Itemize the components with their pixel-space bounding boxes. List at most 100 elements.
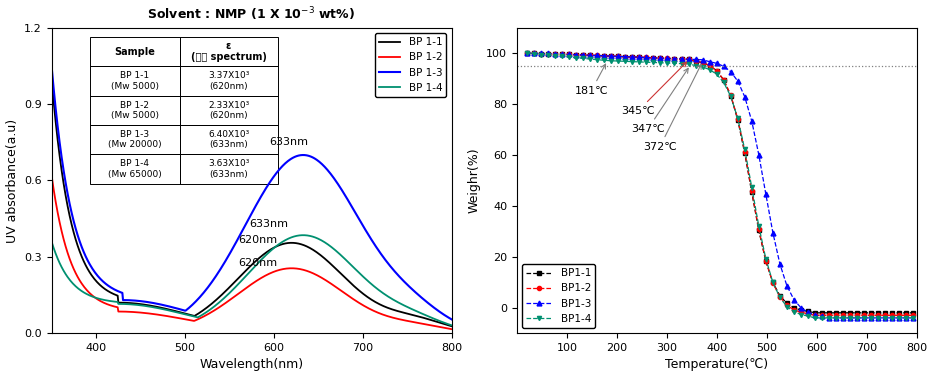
Bar [90,96,179,125]
BP 1-3 [282,159,293,164]
Text: 620nm: 620nm [238,235,277,245]
BP 1-2 [313,274,325,278]
BP 1-4 [348,265,359,270]
BP 1-1 [46,77,57,81]
Bar [90,66,179,96]
BP1-2 [661,56,673,61]
Line: BP 1-3: BP 1-3 [51,66,452,319]
BP1-1 [760,259,772,264]
BP 1-4 [117,302,128,306]
BP 1-4 [446,323,457,328]
Line: BP1-1: BP1-1 [525,51,915,315]
BP1-3 [522,51,533,55]
BP 1-1 [117,300,128,305]
Line: BP 1-2: BP 1-2 [51,175,452,329]
Bar [90,37,179,66]
Bar [179,154,277,184]
Text: BP 1-4
(Mw 65000): BP 1-4 (Mw 65000) [107,159,161,179]
BP 1-1 [227,282,238,287]
Text: BP 1-1
(Mw 5000): BP 1-1 (Mw 5000) [111,71,159,90]
X-axis label: Wavelength(nm): Wavelength(nm) [200,359,303,371]
Text: 3.37X10³
(620nm): 3.37X10³ (620nm) [208,71,249,90]
BP1-4 [522,51,533,55]
BP 1-4 [227,288,238,292]
BP 1-3 [347,206,358,210]
BP1-3 [908,316,919,320]
Bar [179,66,277,96]
BP 1-3 [117,291,128,295]
BP 1-2 [282,266,293,271]
Text: 181℃: 181℃ [575,64,608,96]
Text: ε
(기준 spectrum): ε (기준 spectrum) [190,41,267,63]
Line: BP 1-4: BP 1-4 [51,235,452,325]
Text: 2.33X10³
(620nm): 2.33X10³ (620nm) [208,101,249,120]
BP1-4 [739,147,750,152]
BP1-2 [908,313,919,317]
BP 1-2 [148,312,160,316]
Line: BP1-2: BP1-2 [525,51,915,317]
BP1-3 [824,316,835,320]
BP1-3 [760,192,772,196]
BP1-1 [528,51,539,56]
BP 1-1 [148,304,160,309]
BP1-2 [739,149,750,154]
Bar [90,125,179,154]
Line: BP 1-1: BP 1-1 [51,79,452,326]
Bar [179,96,277,125]
BP1-2 [528,51,539,56]
BP 1-1 [282,241,293,245]
Text: 633nm: 633nm [249,219,288,229]
BP 1-1 [347,283,358,287]
Text: BP 1-2
(Mw 5000): BP 1-2 (Mw 5000) [111,101,159,120]
Y-axis label: UV absorbance(a.u): UV absorbance(a.u) [6,118,19,242]
BP 1-4 [313,237,325,242]
Y-axis label: Weighr(%): Weighr(%) [467,148,480,213]
Title: Solvent : NMP (1 X 10$^{-3}$ wt%): Solvent : NMP (1 X 10$^{-3}$ wt%) [147,6,355,23]
BP 1-1 [446,324,457,328]
Text: 345℃: 345℃ [621,62,687,116]
BP 1-4 [282,237,293,241]
BP1-2 [824,313,835,317]
BP 1-3 [313,159,325,164]
BP 1-2 [347,296,358,301]
BP1-4 [760,256,772,261]
BP1-1 [774,293,786,298]
Legend: BP1-1, BP1-2, BP1-3, BP1-4: BP1-1, BP1-2, BP1-3, BP1-4 [522,264,595,328]
BP1-3 [816,314,828,319]
Text: BP 1-3
(Mw 20000): BP 1-3 (Mw 20000) [107,130,161,149]
Legend: BP 1-1, BP 1-2, BP 1-3, BP 1-4: BP 1-1, BP 1-2, BP 1-3, BP 1-4 [375,33,446,97]
BP1-2 [760,259,772,263]
BP 1-2 [446,327,457,331]
BP1-2 [774,295,786,299]
BP1-3 [661,56,673,61]
BP1-1 [824,311,835,315]
BP1-2 [810,313,821,317]
BP 1-1 [313,251,325,256]
BP1-3 [774,262,786,266]
Text: 6.40X10³
(633nm): 6.40X10³ (633nm) [208,130,249,149]
BP 1-4 [298,233,309,238]
BP 1-4 [148,305,160,310]
BP1-4 [810,316,821,320]
Text: 3.63X10³
(633nm): 3.63X10³ (633nm) [208,159,249,179]
Bar [179,37,277,66]
BP1-1 [661,56,673,61]
Bar [90,154,179,184]
Text: Sample: Sample [114,47,155,57]
BP1-4 [774,295,786,300]
BP 1-3 [46,64,57,68]
X-axis label: Temperature(℃): Temperature(℃) [665,359,769,371]
Text: 372℃: 372℃ [643,64,701,152]
BP1-1 [739,151,750,155]
BP1-4 [908,316,919,320]
BP1-1 [908,311,919,315]
BP 1-3 [227,247,238,251]
Text: 633nm: 633nm [270,137,308,147]
Line: BP1-4: BP1-4 [525,51,915,320]
BP 1-2 [46,173,57,178]
BP1-1 [810,311,821,315]
BP1-1 [522,51,533,55]
Bar [179,125,277,154]
Text: 347℃: 347℃ [631,68,689,134]
BP1-4 [661,61,673,65]
